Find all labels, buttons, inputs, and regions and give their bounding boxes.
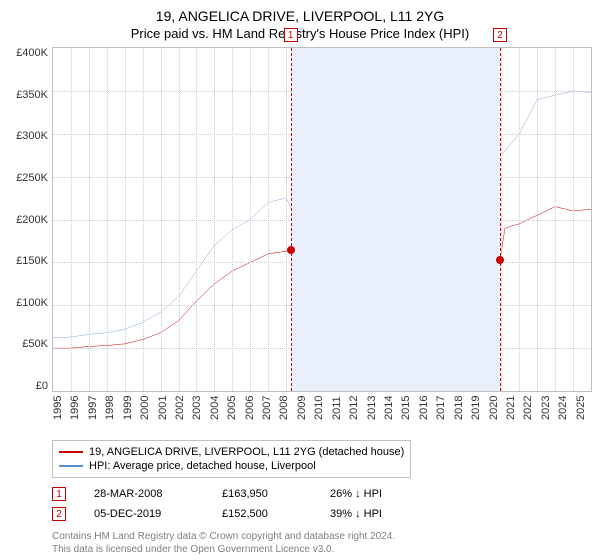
footer-line-1: Contains HM Land Registry data © Crown c…: [52, 530, 592, 543]
x-tick-label: 2010: [313, 396, 330, 432]
x-tick-label: 2023: [540, 396, 557, 432]
x-tick-label: 2003: [191, 396, 208, 432]
x-tick-label: 1995: [52, 396, 69, 432]
x-tick-label: 2013: [366, 396, 383, 432]
y-tick-label: £400K: [8, 47, 48, 59]
x-tick-label: 2005: [226, 396, 243, 432]
x-tick-label: 2019: [470, 396, 487, 432]
legend-item: HPI: Average price, detached house, Live…: [59, 459, 404, 473]
sale-price: £163,950: [222, 488, 302, 500]
x-tick-label: 2004: [209, 396, 226, 432]
y-tick-label: £100K: [8, 297, 48, 309]
page-title: 19, ANGELICA DRIVE, LIVERPOOL, L11 2YG: [8, 8, 592, 24]
x-tick-label: 2024: [557, 396, 574, 432]
x-tick-label: 2014: [383, 396, 400, 432]
x-tick-label: 1997: [87, 396, 104, 432]
x-tick-label: 2006: [244, 396, 261, 432]
sale-marker-inline: 1: [52, 487, 66, 501]
x-tick-label: 2017: [435, 396, 452, 432]
x-tick-label: 1996: [69, 396, 86, 432]
x-tick-label: 2022: [522, 396, 539, 432]
sale-delta: 39% ↓ HPI: [330, 508, 382, 520]
y-tick-label: £50K: [8, 338, 48, 350]
footer-line-2: This data is licensed under the Open Gov…: [52, 543, 592, 556]
sale-marker-1: 1: [284, 28, 298, 42]
footer: Contains HM Land Registry data © Crown c…: [52, 530, 592, 556]
x-tick-label: 2025: [575, 396, 592, 432]
highlight-band: [291, 48, 500, 391]
sale-row: 1 28-MAR-2008 £163,950 26% ↓ HPI: [52, 484, 592, 504]
sale-date: 05-DEC-2019: [94, 508, 194, 520]
y-tick-label: £0: [8, 380, 48, 392]
x-tick-label: 2011: [331, 396, 348, 432]
y-tick-label: £200K: [8, 214, 48, 226]
sales-table: 1 28-MAR-2008 £163,950 26% ↓ HPI 2 05-DEC-201…: [52, 484, 592, 524]
sale-row: 2 05-DEC-2019 £152,500 39% ↓ HPI: [52, 504, 592, 524]
x-tick-label: 2008: [278, 396, 295, 432]
sale-delta: 26% ↓ HPI: [330, 488, 382, 500]
x-axis: 1995199619971998199920002001200220032004…: [52, 396, 592, 432]
legend-label: 19, ANGELICA DRIVE, LIVERPOOL, L11 2YG (…: [89, 446, 404, 458]
legend: 19, ANGELICA DRIVE, LIVERPOOL, L11 2YG (…: [52, 440, 411, 478]
x-tick-label: 2000: [139, 396, 156, 432]
chart-area: £400K £350K £300K £250K £200K £150K £100K £50K £…: [8, 47, 592, 392]
sale-marker-2: 2: [493, 28, 507, 42]
x-tick-label: 2012: [348, 396, 365, 432]
x-tick-label: 2002: [174, 396, 191, 432]
x-tick-label: 2001: [157, 396, 174, 432]
x-tick-label: 2015: [400, 396, 417, 432]
sale-date: 28-MAR-2008: [94, 488, 194, 500]
legend-label: HPI: Average price, detached house, Live…: [89, 460, 316, 472]
x-tick-label: 2016: [418, 396, 435, 432]
x-tick-label: 2009: [296, 396, 313, 432]
y-tick-label: £300K: [8, 130, 48, 142]
x-tick-label: 1999: [122, 396, 139, 432]
x-tick-label: 2018: [453, 396, 470, 432]
x-tick-label: 2007: [261, 396, 278, 432]
x-tick-label: 1998: [104, 396, 121, 432]
y-tick-label: £350K: [8, 89, 48, 101]
y-tick-label: £150K: [8, 255, 48, 267]
sale-price: £152,500: [222, 508, 302, 520]
plot-region: 12: [52, 47, 592, 392]
sale-marker-inline: 2: [52, 507, 66, 521]
x-tick-label: 2020: [488, 396, 505, 432]
legend-item: 19, ANGELICA DRIVE, LIVERPOOL, L11 2YG (…: [59, 445, 404, 459]
x-tick-label: 2021: [505, 396, 522, 432]
y-tick-label: £250K: [8, 172, 48, 184]
y-axis: £400K £350K £300K £250K £200K £150K £100K £50K £…: [8, 47, 52, 392]
